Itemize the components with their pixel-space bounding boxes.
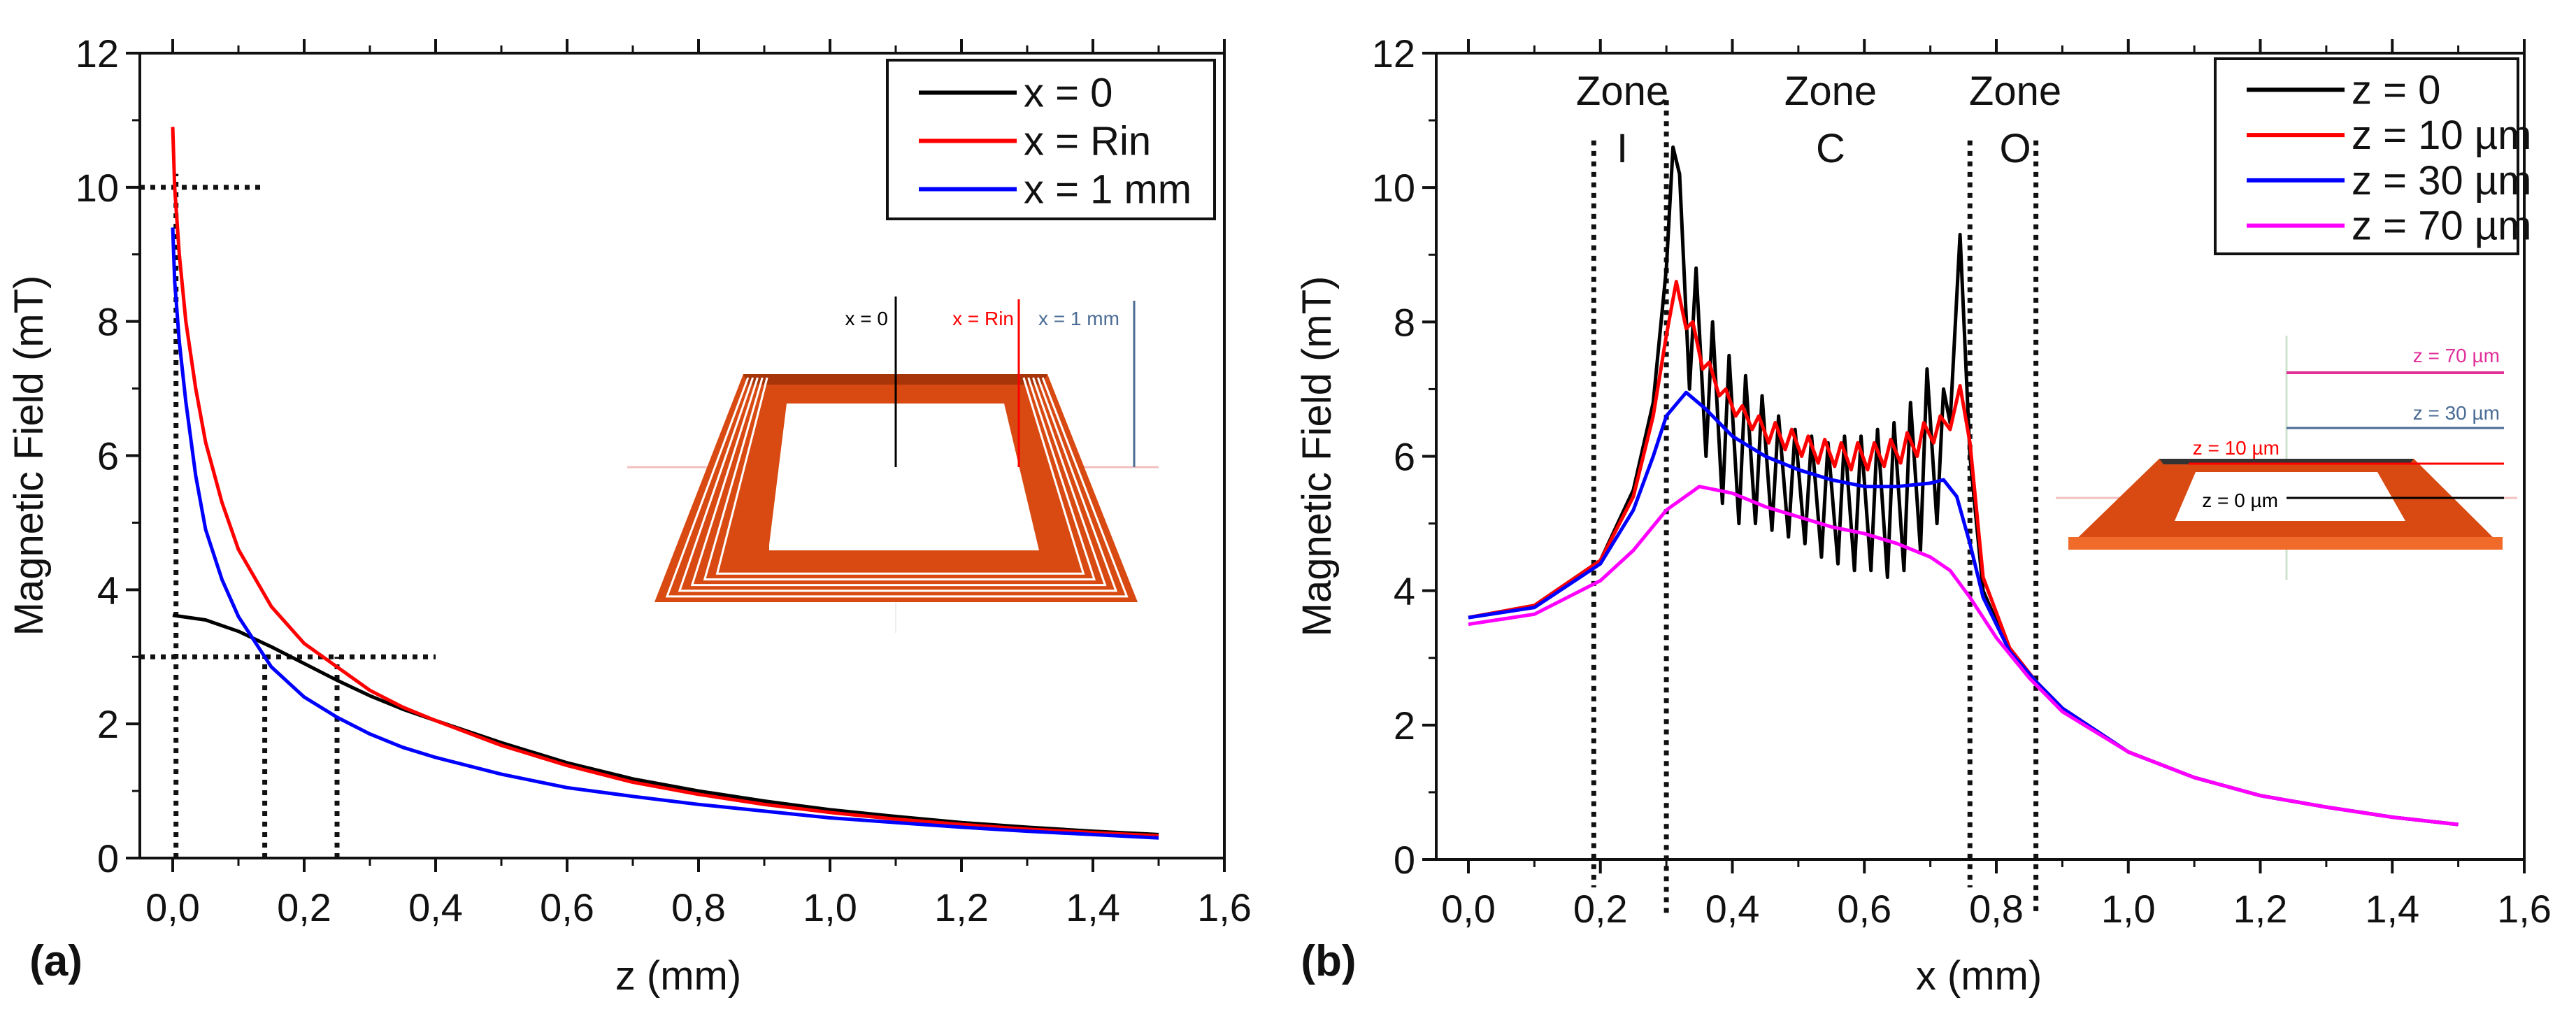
x-tick-label: 0,0 xyxy=(1441,887,1496,931)
inset-label: z = 10 µm xyxy=(2193,437,2280,459)
coil-turn-gap xyxy=(678,377,1118,592)
panel-label: (b) xyxy=(1301,937,1356,985)
x-axis-label: z (mm) xyxy=(615,953,741,999)
y-tick-label: 12 xyxy=(1372,31,1415,76)
series-line-x-0 xyxy=(172,613,1159,836)
y-tick-label: 8 xyxy=(1394,300,1415,344)
x-tick-label: 1,6 xyxy=(1197,885,1252,929)
y-tick-label: 4 xyxy=(97,568,119,612)
inset-label: x = 1 mm xyxy=(1038,308,1119,329)
legend: z = 0z = 10 µmz = 30 µmz = 70 µm xyxy=(2214,57,2531,255)
x-tick-label: 0,6 xyxy=(540,885,594,929)
y-axis-label: Magnetic Field (mT) xyxy=(1294,276,1340,637)
zone-letter: C xyxy=(1816,126,1845,171)
coil-inset-b: z = 70 µm z = 30 µm z = 10 µm z = 0 µm xyxy=(2056,336,2517,580)
inset-label: x = Rin xyxy=(952,308,1014,329)
x-tick-label: 0,8 xyxy=(671,885,726,929)
coil-turn-gap xyxy=(690,377,1107,587)
x-tick-label: 1,4 xyxy=(1066,885,1120,929)
inset-label: z = 30 µm xyxy=(2413,402,2500,424)
x-tick-label: 0,2 xyxy=(277,885,331,929)
zone-letter: O xyxy=(1999,126,2031,171)
y-tick-label: 0 xyxy=(1394,838,1415,882)
series-line-z-70-m xyxy=(1468,485,2459,827)
legend-label: z = 0 xyxy=(2352,67,2440,113)
y-tick-label: 8 xyxy=(97,300,119,344)
x-tick-label: 0,8 xyxy=(1969,887,2024,931)
inset-label: z = 70 µm xyxy=(2413,345,2500,366)
zone-title: Zone xyxy=(1784,69,1877,114)
inset-label: z = 0 µm xyxy=(2202,490,2278,511)
legend-label: z = 30 µm xyxy=(2352,158,2531,204)
x-tick-label: 0,2 xyxy=(1573,887,1628,931)
x-tick-label: 1,4 xyxy=(2365,887,2419,931)
y-tick-label: 10 xyxy=(76,166,119,210)
x-tick-label: 1,0 xyxy=(2101,887,2156,931)
legend-label: x = 1 mm xyxy=(1024,167,1192,213)
y-tick-label: 2 xyxy=(97,702,119,746)
series-line-x-rin xyxy=(171,127,1159,838)
panel-label: (a) xyxy=(29,937,83,985)
coil-turn-gap xyxy=(703,377,1096,580)
coil-hole-a xyxy=(768,404,1039,550)
y-tick-label: 2 xyxy=(1394,704,1415,748)
x-tick-label: 0,6 xyxy=(1837,887,1891,931)
x-tick-label: 1,2 xyxy=(934,885,989,929)
y-tick-label: 6 xyxy=(1394,435,1415,479)
x-tick-label: 1,2 xyxy=(2233,887,2288,931)
coil-inset-a: x = 0 x = Rin x = 1 mm xyxy=(627,297,1159,633)
coil-turn-gap xyxy=(715,377,1085,575)
inset-label: x = 0 xyxy=(845,308,888,329)
series-line-z-30-m xyxy=(1468,390,2459,827)
zone-letter: I xyxy=(1617,126,1628,171)
x-tick-label: 0,4 xyxy=(408,885,463,929)
y-tick-label: 0 xyxy=(97,836,119,880)
legend-label: z = 10 µm xyxy=(2352,113,2531,158)
y-tick-label: 6 xyxy=(97,434,119,478)
legend-label: z = 70 µm xyxy=(2352,204,2531,249)
x-axis-label: x (mm) xyxy=(1916,953,2042,999)
y-tick-label: 4 xyxy=(1394,569,1415,613)
x-tick-label: 1,6 xyxy=(2497,887,2552,931)
series-line-x-1-mm xyxy=(171,227,1159,840)
chart-b: z = 70 µm z = 30 µm z = 10 µm z = 0 µm 0… xyxy=(1294,31,2552,999)
zone-title: Zone xyxy=(1969,69,2061,114)
x-tick-label: 1,0 xyxy=(803,885,857,929)
y-tick-label: 10 xyxy=(1372,166,1415,210)
coil-turn-gap xyxy=(665,377,1129,598)
series-line-z-0 xyxy=(1468,145,2459,827)
chart-a: x = 0 x = Rin x = 1 mm 0,0 0,2 0,4 0,6 0,8 1,… xyxy=(6,31,1252,999)
zone-title: Zone xyxy=(1576,69,1668,114)
legend-label: x = 0 xyxy=(1024,71,1112,116)
x-tick-label: 0,0 xyxy=(145,885,200,929)
coil-hole-b xyxy=(2175,472,2405,521)
legend-label: x = Rin xyxy=(1024,119,1151,164)
y-tick-label: 12 xyxy=(76,31,119,76)
y-axis-label: Magnetic Field (mT) xyxy=(6,276,52,636)
x-tick-label: 0,4 xyxy=(1705,887,1760,931)
series-line-z-10-m xyxy=(1468,280,2459,827)
